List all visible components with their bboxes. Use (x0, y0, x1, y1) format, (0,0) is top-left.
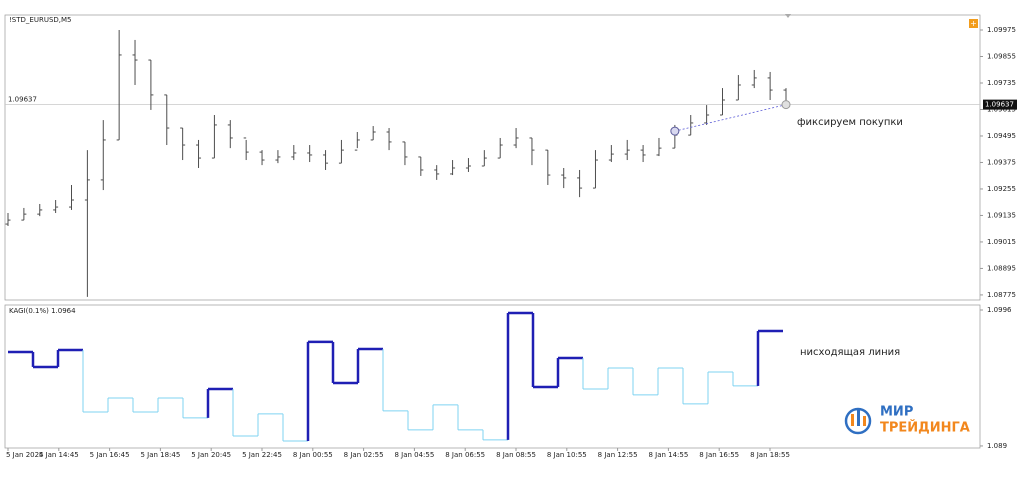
price-panel (4, 14, 981, 301)
kagi-annotation: нисходящая линия (800, 347, 900, 358)
x-tick-label: 5 Jan 20:45 (191, 451, 231, 459)
shift-marker (785, 14, 791, 18)
indicator-panel (4, 304, 981, 449)
trade-line (674, 104, 787, 132)
x-tick-label: 5 Jan 2024 (6, 451, 44, 459)
y-tick-label: 1.09135 (987, 211, 1016, 219)
x-tick-label: 8 Jan 16:55 (699, 451, 739, 459)
x-tick-label: 8 Jan 04:55 (394, 451, 434, 459)
y-tick-label: 1.09255 (987, 185, 1016, 193)
y-tick-label: 1.08775 (987, 291, 1016, 299)
brand-line1: МИР (880, 405, 913, 420)
x-tick-label: 8 Jan 12:55 (598, 451, 638, 459)
trade-exit (781, 100, 791, 110)
logo-bar (863, 416, 866, 426)
x-tick-label: 5 Jan 22:45 (242, 451, 282, 459)
x-tick-label: 5 Jan 18:45 (140, 451, 180, 459)
trade-button[interactable] (969, 19, 978, 28)
brand-line2: ТРЕЙДИНГА (880, 420, 970, 436)
logo-bar (857, 410, 860, 426)
trade-entry (670, 126, 680, 136)
logo-bar (851, 414, 854, 426)
brand-logo: МИР ТРЕЙДИНГА (844, 405, 970, 436)
x-tick-label: 5 Jan 14:45 (39, 451, 79, 459)
x-tick-label: 8 Jan 02:55 (344, 451, 384, 459)
x-tick-label: 8 Jan 14:55 (648, 451, 688, 459)
y-tick-label: 1.09975 (987, 26, 1016, 34)
x-tick-label: 8 Jan 00:55 (293, 451, 333, 459)
indicator-title: KAGI(0.1%) 1.0964 (9, 307, 76, 315)
chart-title: !STD_EURUSD,M5 (9, 16, 72, 24)
last-price-label: 1.09637 (8, 96, 37, 104)
logo-ring (844, 407, 872, 435)
x-tick-label: 5 Jan 16:45 (90, 451, 130, 459)
y-tick-label: 1.089 (987, 442, 1007, 450)
y-tick-label: 1.09015 (987, 238, 1016, 246)
x-tick-label: 8 Jan 06:55 (445, 451, 485, 459)
x-tick-label: 8 Jan 10:55 (547, 451, 587, 459)
trade-annotation: фиксируем покупки (797, 117, 903, 128)
y-tick-label: 1.0996 (987, 306, 1012, 314)
x-tick-label: 8 Jan 18:55 (750, 451, 790, 459)
last-price-box (983, 99, 1017, 110)
y-tick-label: 1.09495 (987, 132, 1016, 140)
x-tick-label: 8 Jan 08:55 (496, 451, 536, 459)
y-tick-label: 1.09375 (987, 158, 1016, 166)
plus-icon: + (970, 19, 977, 28)
y-tick-label: 1.09735 (987, 79, 1016, 87)
y-tick-label: 1.09855 (987, 53, 1016, 61)
y-tick-label: 1.08895 (987, 264, 1016, 272)
last-price-tag: 1.09637 (985, 101, 1014, 109)
